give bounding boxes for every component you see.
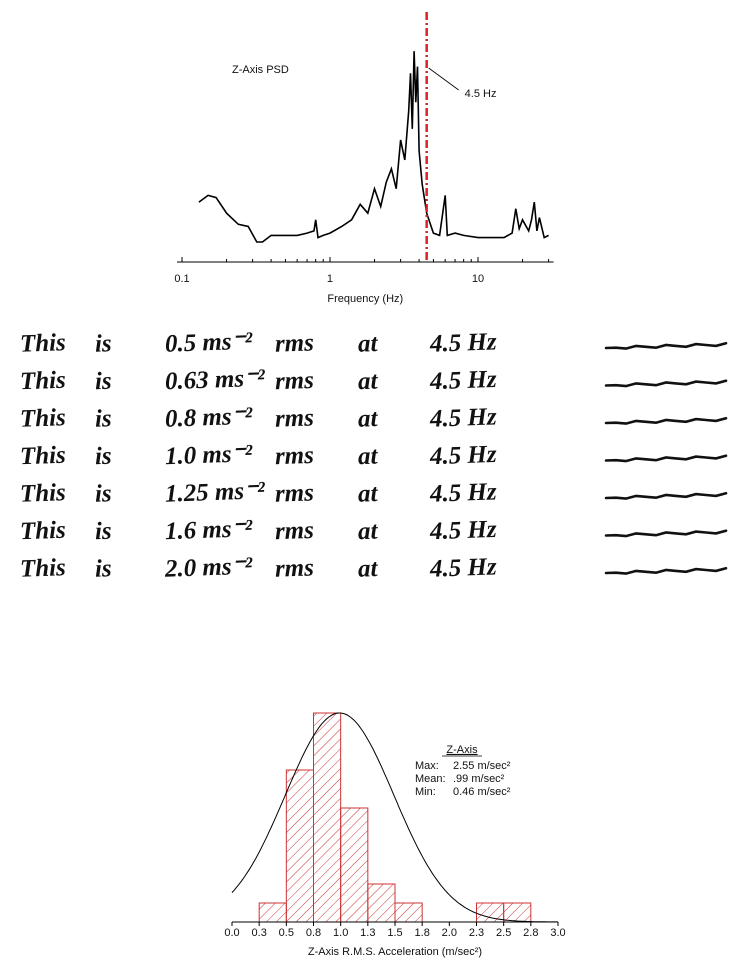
stats-value: 2.55 m/sec² — [453, 760, 511, 772]
handwritten-stroke — [604, 454, 728, 463]
bar — [258, 902, 287, 923]
bar — [285, 769, 315, 923]
handwritten-word: 4.5 Hz — [428, 403, 497, 432]
x-tick-label: 0.3 — [252, 927, 267, 939]
handwritten-word: is — [94, 518, 112, 546]
handwritten-word: This — [19, 554, 66, 583]
handwritten-word: rms — [274, 517, 314, 545]
handwritten-word: This — [19, 329, 66, 358]
handwritten-stroke — [604, 529, 728, 538]
handwritten-word: 2.0 ms⁻² — [163, 553, 253, 583]
stats-label: Mean: — [415, 773, 446, 785]
handwritten-word: rms — [274, 367, 314, 395]
stats-value: .99 m/sec² — [453, 773, 505, 785]
handwritten-word: This — [19, 442, 66, 471]
handwritten-word: 1.6 ms⁻² — [164, 515, 253, 545]
x-tick-label: 2.8 — [523, 927, 538, 939]
x-axis-label: Frequency (Hz) — [327, 293, 403, 305]
handwritten-word: 4.5 Hz — [428, 328, 497, 357]
bar — [503, 902, 532, 923]
handwritten-word: rms — [274, 554, 314, 582]
x-tick-label: 1.8 — [415, 927, 430, 939]
x-axis-label: Z-Axis R.M.S. Acceleration (m/sec²) — [308, 946, 482, 958]
handwritten-word: is — [94, 330, 112, 358]
handwritten-word: This — [19, 367, 66, 396]
handwritten-word: is — [94, 405, 112, 433]
stats-label: Min: — [415, 786, 436, 798]
stats-label: Max: — [415, 760, 439, 772]
handwritten-word: is — [94, 480, 112, 508]
x-tick-label: 0.0 — [224, 927, 239, 939]
handwritten-word: 0.5 ms⁻² — [164, 328, 253, 358]
handwritten-word: at — [357, 330, 378, 358]
x-tick-label: 10 — [472, 273, 484, 285]
handwritten-word: at — [357, 443, 378, 471]
handwritten-word: at — [357, 368, 378, 396]
handwritten-word: 4.5 Hz — [428, 441, 497, 470]
x-tick-label: 3.0 — [550, 927, 565, 939]
x-tick-label: 0.5 — [279, 927, 294, 939]
handwritten-word: 0.63 ms⁻² — [164, 365, 265, 395]
handwritten-word: 4.5 Hz — [428, 478, 497, 507]
x-tick-label: 0.8 — [306, 927, 321, 939]
annotation: 4.5 Hz — [465, 88, 497, 100]
handwritten-word: 1.25 ms⁻² — [164, 477, 265, 507]
bar — [394, 902, 423, 923]
x-tick-label: 1.0 — [333, 927, 348, 939]
handwritten-word: is — [94, 555, 112, 583]
handwritten-word: at — [357, 405, 378, 433]
x-tick-label: 1.3 — [360, 927, 375, 939]
handwritten-word: at — [357, 518, 378, 546]
handwritten-word: rms — [274, 479, 314, 507]
handwritten-stroke — [604, 416, 728, 425]
handwritten-word: rms — [274, 404, 314, 432]
handwritten-word: 1.0 ms⁻² — [164, 440, 253, 470]
handwritten-word: 4.5 Hz — [428, 366, 497, 395]
stats-title: Z-Axis — [446, 744, 478, 756]
handwritten-word: 4.5 Hz — [428, 553, 497, 582]
handwritten-word: rms — [274, 442, 314, 470]
x-tick-label: 2.5 — [496, 927, 511, 939]
x-tick-label: 1 — [327, 273, 333, 285]
normal-curve — [231, 712, 558, 923]
handwritten-word: This — [19, 517, 66, 546]
bar — [340, 807, 369, 923]
handwritten-word: at — [357, 555, 378, 583]
pointer — [428, 67, 459, 91]
handwritten-word: is — [94, 368, 112, 396]
psd-line — [198, 51, 549, 243]
handwritten-stroke — [604, 379, 728, 388]
handwritten-word: This — [19, 479, 66, 508]
x-tick-label: 2.3 — [469, 927, 484, 939]
x-tick-label: 1.5 — [387, 927, 402, 939]
x-tick-label: 0.1 — [174, 273, 189, 285]
handwritten-word: 0.8 ms⁻² — [164, 403, 253, 433]
handwritten-word: rms — [274, 329, 314, 357]
handwritten-stroke — [604, 566, 728, 575]
handwritten-word: 4.5 Hz — [428, 516, 497, 545]
handwritten-word: at — [357, 480, 378, 508]
bar — [367, 883, 396, 923]
handwritten-word: This — [19, 404, 66, 433]
stats-value: 0.46 m/sec² — [453, 786, 511, 798]
handwritten-stroke — [604, 341, 728, 350]
x-tick-label: 2.0 — [442, 927, 457, 939]
chart-title: Z-Axis PSD — [232, 64, 289, 76]
bar — [313, 712, 342, 923]
handwritten-word: is — [94, 443, 112, 471]
handwritten-stroke — [604, 491, 728, 500]
